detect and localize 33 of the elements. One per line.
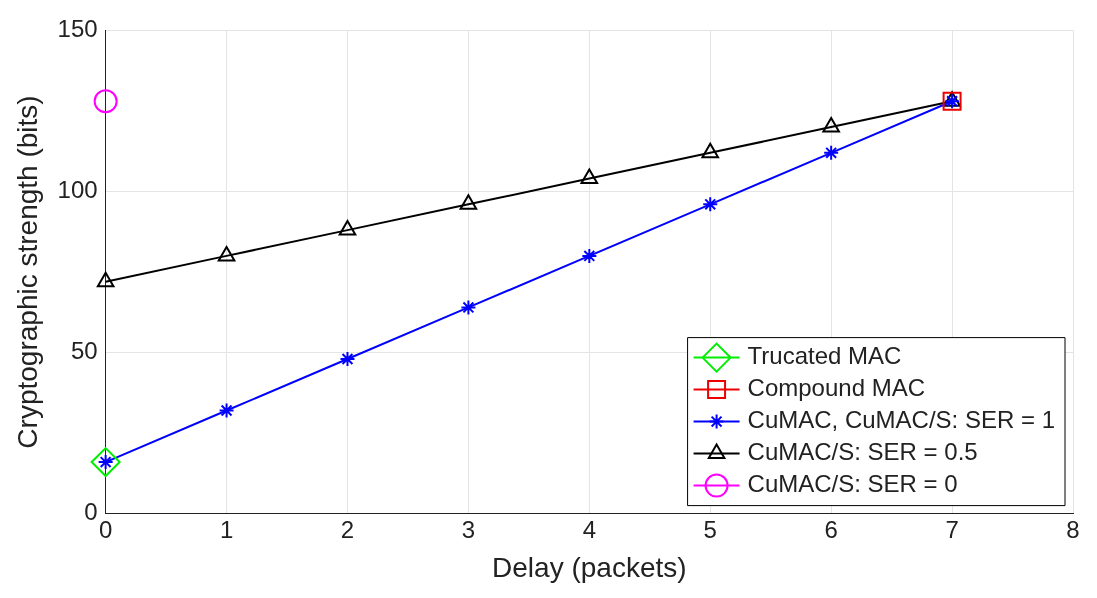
x-tick-label: 6: [824, 515, 838, 543]
x-tick-label: 3: [461, 515, 476, 543]
point: [339, 350, 356, 367]
point: [90, 447, 121, 478]
legend-label: CuMAC, CuMAC/S: SER = 1: [747, 406, 1055, 434]
y-tick-label: 150: [57, 15, 98, 43]
legend-label: Trucated MAC: [747, 342, 902, 370]
point: [217, 245, 236, 262]
x-tick-label: 5: [703, 515, 717, 543]
point: [338, 220, 357, 236]
point: [96, 271, 115, 288]
x-axis-title: Delay (packets): [492, 551, 687, 583]
legend-label: CuMAC/S: SER = 0.5: [747, 438, 978, 466]
point: [460, 299, 477, 316]
point: [218, 402, 235, 419]
point: [581, 247, 598, 264]
x-tick-label: 7: [945, 515, 959, 543]
point: [459, 194, 478, 210]
x-tick-label: 4: [582, 515, 596, 543]
legend-label: Compound MAC: [747, 374, 925, 402]
point: [580, 168, 599, 185]
x-tick-label: 8: [1066, 515, 1080, 543]
y-tick-label: 100: [57, 176, 98, 204]
point: [822, 117, 840, 133]
y-tick-label: 0: [84, 498, 98, 526]
point: [823, 144, 840, 161]
point: [701, 142, 720, 159]
legend-label: CuMAC/S: SER = 0: [747, 470, 958, 498]
y-tick-label: 50: [70, 337, 98, 365]
y-axis-title: Cryptographic strength (bits): [11, 95, 43, 449]
point: [702, 196, 719, 213]
x-tick-label: 2: [340, 515, 355, 543]
x-tick-label: 1: [219, 515, 234, 543]
